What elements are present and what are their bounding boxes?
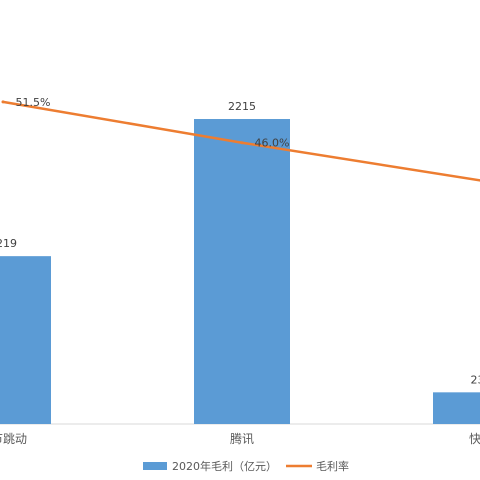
line-point-2 [240, 141, 244, 145]
legend-swatch-bar [143, 462, 167, 470]
line-data-label-1: 51.5% [16, 96, 51, 109]
bar-3 [433, 392, 480, 424]
line-data-label-2: 46.0% [255, 137, 290, 150]
bar-data-label-1: 1219 [0, 237, 17, 250]
x-tick-labels: 字节跳动 腾讯 快手 [0, 431, 480, 446]
x-tick-label-1: 字节跳动 [0, 431, 27, 446]
x-tick-label-2: 腾讯 [230, 431, 254, 446]
line-data-labels: 51.5% 46.0% [16, 96, 290, 150]
legend: 2020年毛利（亿元） 毛利率 [143, 459, 349, 473]
bar-data-labels: 1219 2215 230 [0, 100, 480, 386]
bar-data-label-2: 2215 [228, 100, 256, 113]
bar-series [0, 119, 480, 424]
x-tick-label-3: 快手 [469, 432, 480, 446]
bar-1 [0, 256, 51, 424]
bar-data-label-3: 230 [471, 373, 480, 386]
bar-2 [194, 119, 290, 424]
legend-label-line: 毛利率 [316, 459, 349, 473]
line-point-1 [1, 100, 5, 104]
legend-label-bar: 2020年毛利（亿元） [172, 459, 277, 473]
